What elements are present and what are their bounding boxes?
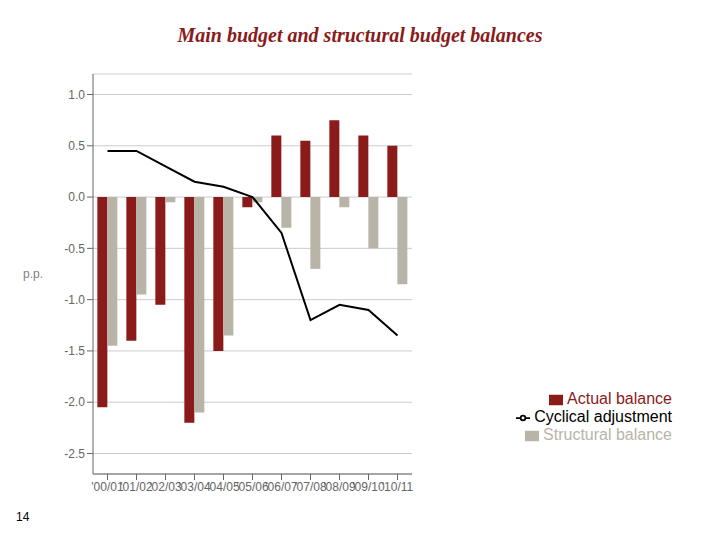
svg-text:'07/08: '07/08 <box>294 480 327 494</box>
svg-text:'08/09: '08/09 <box>323 480 356 494</box>
svg-text:0.5: 0.5 <box>68 139 85 153</box>
html-text:Main budget and structural bud: Main budget and structural budget balanc… <box>177 24 543 46</box>
svg-text:-2.0: -2.0 <box>64 395 85 409</box>
html-text:Actual balance: Actual balance <box>567 390 672 407</box>
svg-text:'02/03: '02/03 <box>149 480 182 494</box>
svg-text:'01/02: '01/02 <box>120 480 153 494</box>
svg-text:'05/06: '05/06 <box>236 480 269 494</box>
svg-text:-1.5: -1.5 <box>64 344 85 358</box>
svg-text:0.0: 0.0 <box>68 190 85 204</box>
svg-text:'00/01: '00/01 <box>91 480 124 494</box>
html-text:Cyclical adjustment: Cyclical adjustment <box>534 408 672 425</box>
svg-text:-0.5: -0.5 <box>64 242 85 256</box>
svg-text:'04/05: '04/05 <box>207 480 240 494</box>
svg-text:-1.0: -1.0 <box>64 293 85 307</box>
html-text:Structural balance: Structural balance <box>543 426 672 443</box>
svg-text:'06/07: '06/07 <box>265 480 298 494</box>
svg-text:'10/11: '10/11 <box>382 480 414 494</box>
svg-text:-2.5: -2.5 <box>64 447 85 461</box>
html-text:14: 14 <box>16 510 30 524</box>
svg-text:'09/10: '09/10 <box>352 480 385 494</box>
svg-text:p.p.: p.p. <box>23 267 43 281</box>
svg-text:1.0: 1.0 <box>68 88 85 102</box>
svg-text:'03/04: '03/04 <box>178 480 211 494</box>
